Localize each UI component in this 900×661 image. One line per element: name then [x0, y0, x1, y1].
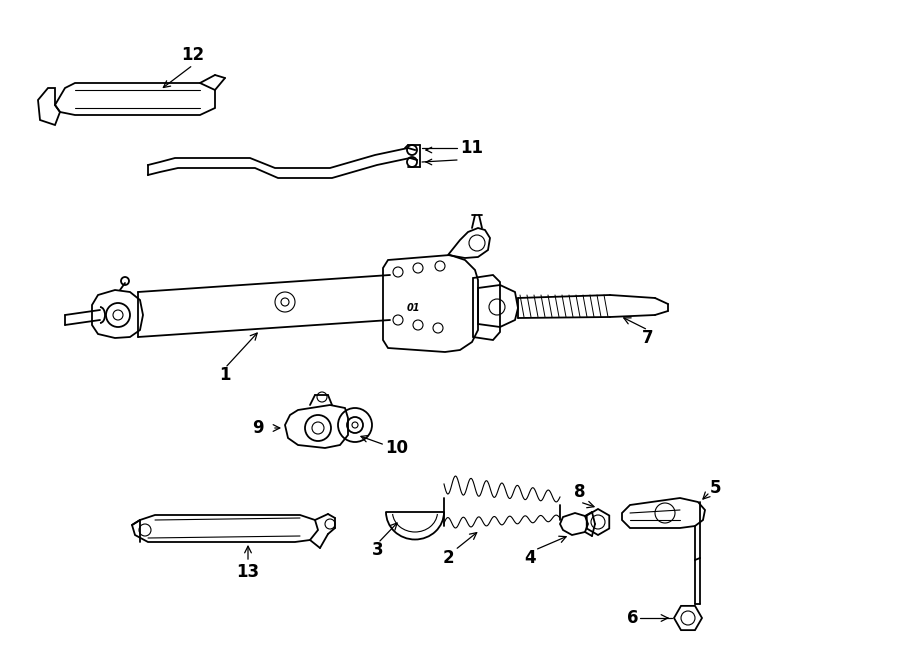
- Text: 10: 10: [385, 439, 408, 457]
- Text: 13: 13: [237, 563, 259, 581]
- Text: 5: 5: [710, 479, 722, 497]
- Text: 11: 11: [460, 139, 483, 157]
- Text: 3: 3: [373, 541, 383, 559]
- Text: 4: 4: [524, 549, 536, 567]
- Text: 12: 12: [182, 46, 204, 64]
- Text: 7: 7: [643, 329, 653, 347]
- Text: 8: 8: [574, 483, 586, 501]
- Text: 6: 6: [626, 609, 638, 627]
- Text: 1: 1: [220, 366, 230, 384]
- Text: 2: 2: [442, 549, 454, 567]
- Text: 9: 9: [252, 419, 264, 437]
- Text: 01: 01: [406, 303, 419, 313]
